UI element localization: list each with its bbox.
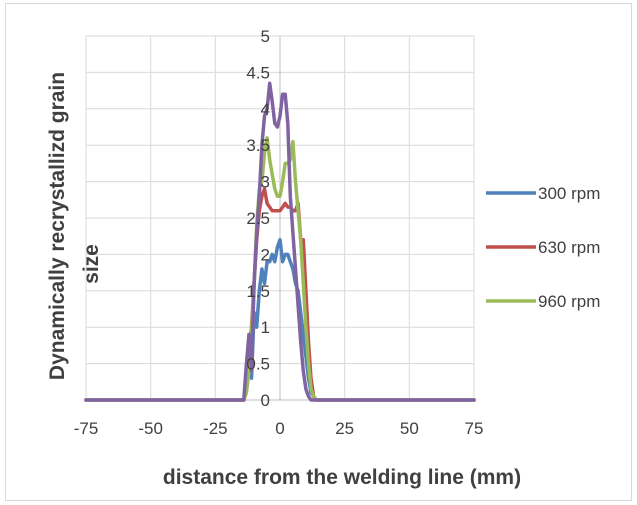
chart-frame (5, 3, 632, 501)
x-tick-label: 25 (335, 419, 354, 438)
y-tick-label: 1.5 (246, 282, 270, 301)
x-axis-title: distance from the welding line (mm) (163, 466, 521, 489)
y-axis-title-line-2: size (80, 244, 103, 284)
x-tick-label: 75 (465, 419, 484, 438)
y-tick-label: 4.5 (246, 63, 270, 82)
x-tick-label: -75 (74, 419, 99, 438)
y-tick-label: 1 (261, 318, 270, 337)
y-axis-title-line-2-text: size (80, 244, 103, 284)
x-tick-label: -25 (203, 419, 228, 438)
y-axis-title: Dynamically recrystallizd grain (46, 72, 69, 380)
legend-label-2: 630 rpm (538, 238, 600, 257)
y-tick-label: 2 (261, 245, 270, 264)
x-tick-label: 50 (400, 419, 419, 438)
x-tick-label: -50 (138, 419, 163, 438)
series-line-4 (84, 81, 476, 402)
series-lines (84, 81, 476, 402)
legend: 300 rpm 630 rpm 960 rpm (486, 184, 600, 311)
x-tick-label: 0 (275, 419, 284, 438)
y-tick-label: 5 (261, 27, 270, 46)
legend-label-1: 300 rpm (538, 184, 600, 203)
grid-lines (85, 35, 475, 401)
legend-label-3: 960 rpm (538, 292, 600, 311)
y-tick-label: 4 (261, 100, 270, 119)
tick-labels: 0 0.5 1 1.5 2 2.5 3 3.5 4 4.5 5 -75 -50 -25 0 25 50 75 (74, 27, 484, 438)
y-tick-label: 0.5 (246, 355, 270, 374)
y-tick-label: 2.5 (246, 209, 270, 228)
y-tick-label: 3.5 (246, 136, 270, 155)
y-axis-title-line-1: Dynamically recrystallizd grain (46, 72, 69, 380)
y-tick-label: 0 (261, 391, 270, 410)
y-tick-label: 3 (261, 173, 270, 192)
